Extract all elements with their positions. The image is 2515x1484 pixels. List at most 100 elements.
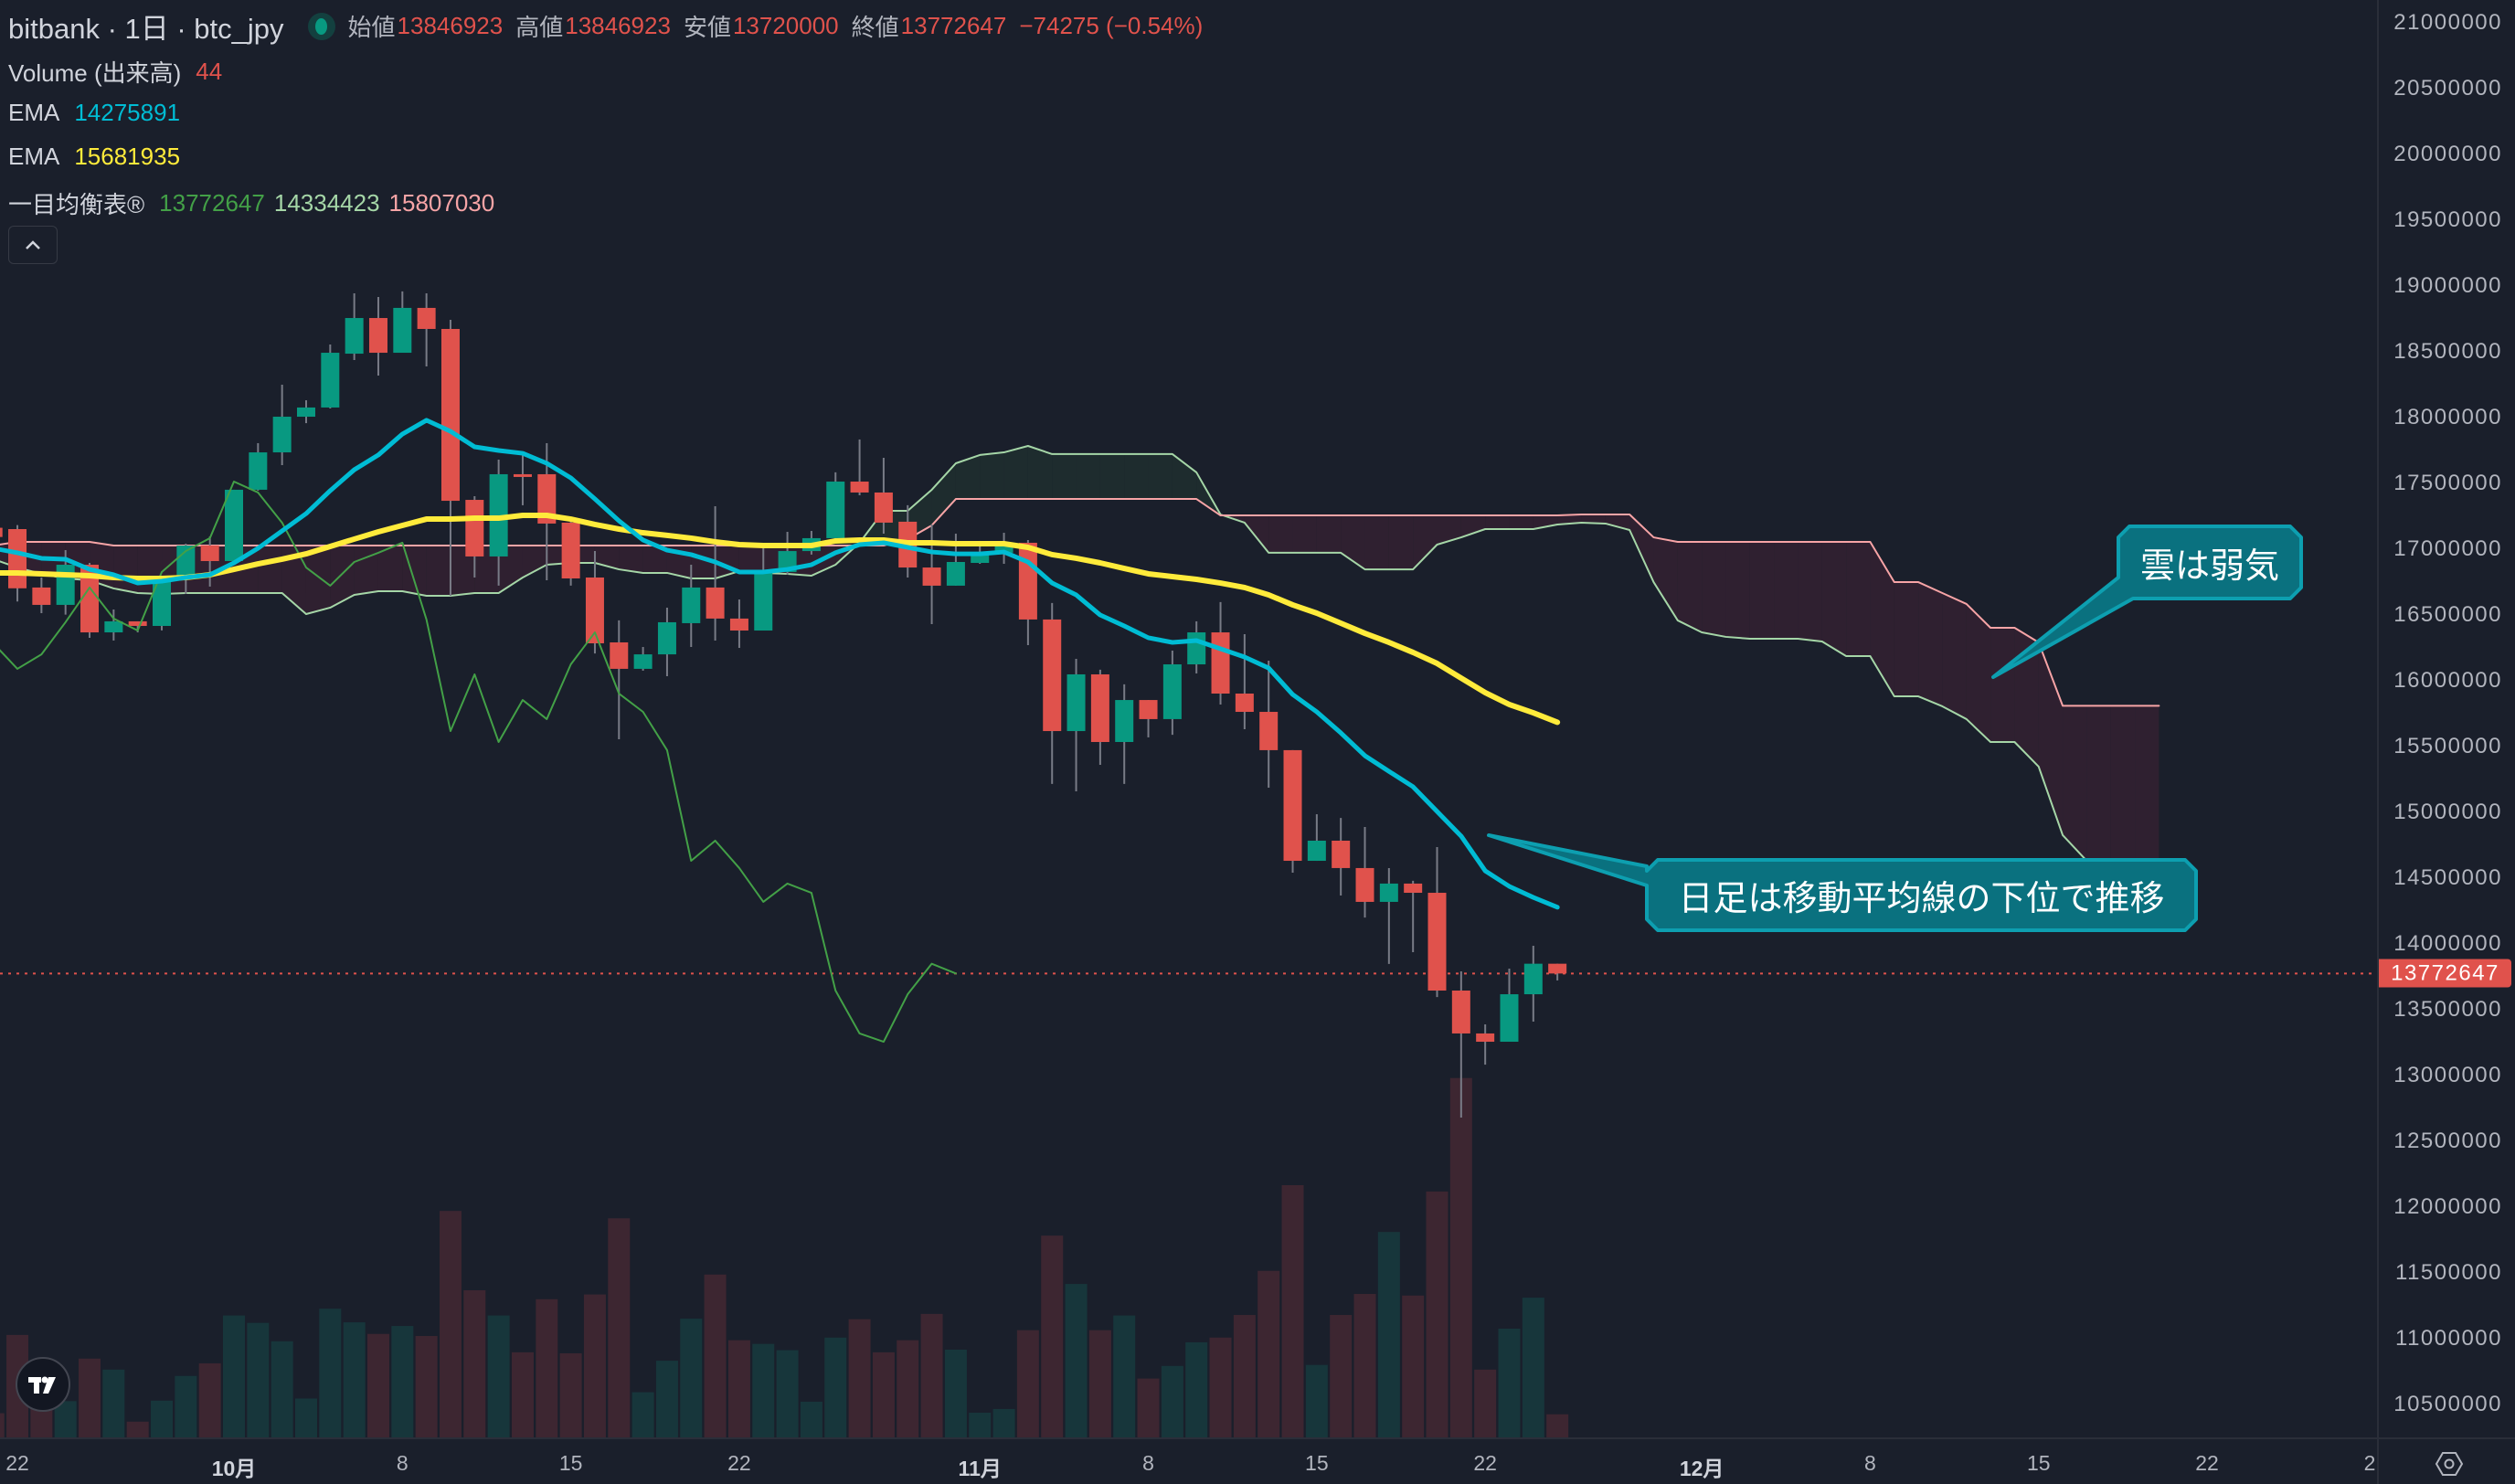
price-axis[interactable] xyxy=(2377,0,2515,1484)
candle-body xyxy=(465,500,484,556)
volume-bar xyxy=(1449,1077,1472,1437)
ema-fast-line xyxy=(0,418,1560,910)
candle-body xyxy=(513,473,532,477)
price-axis-label: 15500000 xyxy=(2393,733,2502,758)
indicator-lines xyxy=(0,418,1561,1044)
price-axis-label: 15000000 xyxy=(2393,799,2502,824)
candle-body xyxy=(321,353,340,408)
volume-bar xyxy=(391,1326,414,1437)
cloud-segment xyxy=(377,546,403,591)
ema-fast-value: 14275891 xyxy=(74,99,181,126)
price-axis-label: 16500000 xyxy=(2393,601,2502,627)
cloud-segment xyxy=(1364,515,1389,570)
ema-slow-line xyxy=(0,513,1561,726)
candle-body xyxy=(1332,840,1351,868)
candle-body xyxy=(585,577,604,643)
cloud-segment xyxy=(1244,515,1269,553)
cloud-segment xyxy=(1870,541,1894,697)
candle-body xyxy=(32,587,51,605)
time-axis-label: 11月 xyxy=(958,1457,1002,1480)
symbol-header: bitbank · 1日 · btc_jpy 始値 13846923 高値 1384… xyxy=(8,5,1203,47)
time-axis-label: 15 xyxy=(558,1451,583,1475)
candle-body xyxy=(104,620,123,633)
callout-below-ma[interactable]: 日足は移動平均線の下位で推移 xyxy=(1678,880,2165,918)
ichimoku-senkou-b-value: 15807030 xyxy=(388,189,495,217)
candle-body xyxy=(657,621,676,655)
high-value: 13846923 xyxy=(565,12,671,39)
legend-volume[interactable]: Volume (出来高) 44 xyxy=(8,55,222,89)
cloud-segment xyxy=(426,546,451,597)
candle-body xyxy=(1259,712,1279,750)
settings-gear-icon[interactable] xyxy=(2435,1451,2464,1477)
volume-bar xyxy=(1233,1315,1256,1437)
volume-bar xyxy=(487,1315,510,1437)
cloud-segment xyxy=(1846,541,1871,656)
candle-body xyxy=(80,565,100,633)
candle-body xyxy=(56,565,75,605)
volume-bar xyxy=(1474,1369,1497,1437)
volume-bar xyxy=(944,1349,967,1437)
callout-weak-cloud[interactable]: 雲は弱気 xyxy=(2139,547,2279,586)
legend-ema-fast[interactable]: EMA 14275891 xyxy=(8,99,180,127)
callouts[interactable] xyxy=(1487,525,2303,932)
candle-body xyxy=(706,587,725,619)
candle-body xyxy=(1476,1033,1495,1043)
price-axis-label: 20500000 xyxy=(2393,75,2502,101)
cloud-segment xyxy=(642,546,667,573)
cloud-segment xyxy=(1629,514,1654,583)
volume-bars xyxy=(0,1077,1569,1437)
cloud-segment xyxy=(281,546,306,615)
tradingview-logo[interactable] xyxy=(16,1357,70,1412)
legend-ichimoku[interactable]: 一目均衡表® 13772647 14334423 15807030 xyxy=(8,186,494,220)
ema-slow-value: 15681935 xyxy=(74,143,181,170)
volume-bar xyxy=(536,1298,558,1437)
volume-bar xyxy=(1353,1294,1376,1437)
volume-bar xyxy=(1209,1337,1232,1437)
volume-bar xyxy=(727,1340,750,1437)
volume-bar xyxy=(439,1211,462,1437)
volume-bar xyxy=(271,1341,293,1437)
cloud-segment xyxy=(474,546,499,593)
candle-body xyxy=(561,522,580,578)
cloud-segment xyxy=(1076,453,1100,500)
cloud-segment xyxy=(1990,628,2015,742)
volume-label: Volume (出来高) xyxy=(8,59,182,87)
volume-bar xyxy=(319,1309,342,1437)
volume-bar xyxy=(1065,1284,1088,1437)
cloud-segment xyxy=(522,546,547,578)
volume-bar xyxy=(872,1352,895,1437)
cloud-segment xyxy=(1677,541,1703,633)
candle-body xyxy=(440,328,460,502)
candle-body xyxy=(1018,542,1037,620)
collapse-legend-button[interactable] xyxy=(8,226,58,264)
volume-bar xyxy=(1546,1414,1569,1437)
volume-bar xyxy=(1185,1341,1208,1437)
time-axis-label: 15 xyxy=(2026,1451,2051,1475)
volume-bar xyxy=(897,1340,919,1437)
candle-body xyxy=(296,407,315,418)
cloud-segment xyxy=(305,546,331,615)
close-value: 13772647 xyxy=(900,12,1007,39)
legend-ema-slow[interactable]: EMA 15681935 xyxy=(8,143,180,171)
callout-weak-cloud-shape[interactable] xyxy=(1991,525,2303,679)
candle-body xyxy=(922,567,941,586)
ichimoku-senkou-a-value: 14334423 xyxy=(273,189,380,217)
cloud-segment xyxy=(1581,514,1606,524)
volume-bar xyxy=(1426,1191,1449,1437)
candle-body xyxy=(393,307,412,354)
volume-bar xyxy=(198,1362,221,1437)
price-axis-label: 14000000 xyxy=(2393,930,2502,956)
time-axis-label: 29 xyxy=(2363,1451,2388,1475)
price-axis-label: 12000000 xyxy=(2393,1193,2502,1219)
cloud-segment xyxy=(955,454,981,500)
candle-body xyxy=(368,318,387,354)
cloud-segment xyxy=(402,546,427,597)
callout-below-ma-shape[interactable] xyxy=(1487,833,2198,932)
candle-body xyxy=(1139,700,1158,719)
symbol-title[interactable]: bitbank · 1日 · btc_jpy xyxy=(8,13,284,45)
candle-body xyxy=(1090,673,1109,742)
price-axis-label: 21000000 xyxy=(2393,9,2502,35)
volume-bar xyxy=(559,1353,582,1437)
candle-body xyxy=(1211,632,1230,694)
